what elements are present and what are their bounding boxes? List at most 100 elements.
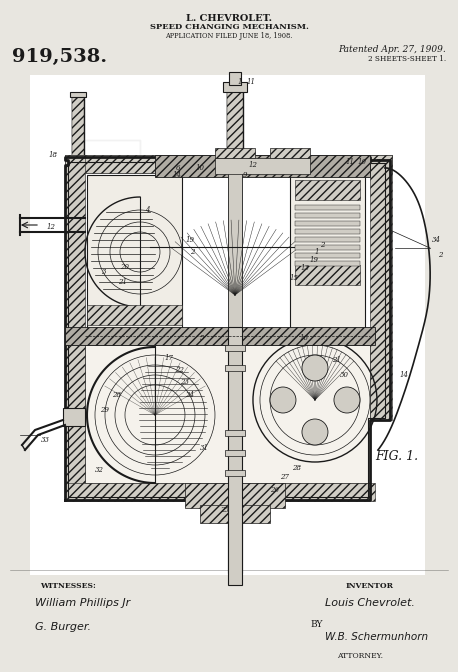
- Bar: [223, 82, 247, 92]
- Text: William Phillips Jr: William Phillips Jr: [35, 598, 130, 608]
- Text: 2: 2: [438, 251, 442, 259]
- Text: 2 SHEETS-SHEET 1.: 2 SHEETS-SHEET 1.: [368, 55, 446, 63]
- Bar: [270, 148, 310, 158]
- Circle shape: [270, 387, 296, 413]
- Bar: [155, 155, 370, 177]
- Text: SPEED CHANGING MECHANISM.: SPEED CHANGING MECHANISM.: [150, 23, 308, 31]
- Circle shape: [302, 355, 328, 381]
- Bar: [85, 345, 370, 483]
- Bar: [227, 85, 243, 160]
- Text: W.B. Schermunhorn: W.B. Schermunhorn: [325, 632, 428, 642]
- Text: 1: 1: [238, 78, 242, 86]
- Circle shape: [334, 387, 360, 413]
- Text: 15: 15: [290, 274, 299, 282]
- Text: 10: 10: [196, 164, 205, 172]
- Bar: [370, 155, 392, 173]
- Bar: [72, 95, 84, 160]
- Text: 7: 7: [375, 158, 380, 166]
- Bar: [228, 508, 242, 573]
- Text: 9: 9: [243, 171, 247, 179]
- Bar: [65, 327, 375, 345]
- Circle shape: [302, 419, 328, 445]
- Text: 18: 18: [49, 151, 58, 159]
- Text: 12: 12: [249, 161, 258, 169]
- Text: 21: 21: [332, 356, 341, 364]
- Text: 12: 12: [47, 223, 56, 231]
- Text: ATTORNEY.: ATTORNEY.: [337, 652, 383, 660]
- Text: Louis Chevrolet.: Louis Chevrolet.: [325, 598, 415, 608]
- Text: 17: 17: [165, 354, 174, 362]
- Bar: [70, 92, 86, 97]
- Text: 10: 10: [358, 158, 367, 166]
- Bar: [295, 213, 360, 218]
- Bar: [85, 173, 370, 483]
- Text: 33: 33: [41, 436, 50, 444]
- Text: BY: BY: [310, 620, 322, 629]
- Bar: [72, 95, 84, 160]
- Text: 27: 27: [280, 473, 289, 481]
- Bar: [200, 505, 270, 523]
- Text: APPLICATION FILED JUNE 18, 1908.: APPLICATION FILED JUNE 18, 1908.: [165, 32, 293, 40]
- Text: 16: 16: [300, 334, 309, 342]
- Text: WITNESSES:: WITNESSES:: [40, 582, 96, 590]
- Text: 14: 14: [400, 371, 409, 379]
- Bar: [290, 175, 365, 330]
- Bar: [215, 158, 310, 174]
- Bar: [225, 450, 245, 456]
- Bar: [225, 430, 245, 436]
- Bar: [87, 175, 182, 330]
- Bar: [225, 345, 245, 351]
- Text: 32: 32: [95, 466, 104, 474]
- Bar: [295, 253, 360, 258]
- Bar: [295, 221, 360, 226]
- Text: 21: 21: [118, 278, 127, 286]
- Text: 25: 25: [220, 506, 229, 514]
- Bar: [295, 265, 360, 285]
- Bar: [65, 155, 85, 330]
- Bar: [295, 245, 360, 250]
- Bar: [215, 148, 255, 158]
- Bar: [370, 155, 392, 420]
- Text: 919,538.: 919,538.: [12, 48, 107, 66]
- Text: 2: 2: [190, 248, 195, 256]
- Bar: [228, 327, 242, 585]
- Text: 19: 19: [310, 256, 319, 264]
- Text: FIG. 1.: FIG. 1.: [375, 450, 418, 463]
- Bar: [295, 237, 360, 242]
- Bar: [295, 180, 360, 200]
- Bar: [228, 155, 242, 330]
- Text: 5: 5: [200, 334, 204, 342]
- Bar: [65, 345, 85, 500]
- Text: G. Burger.: G. Burger.: [35, 622, 91, 632]
- Text: 34: 34: [432, 236, 441, 244]
- Text: 3: 3: [102, 268, 107, 276]
- Bar: [225, 470, 245, 476]
- Bar: [87, 305, 182, 325]
- Bar: [295, 229, 360, 234]
- Text: Patented Apr. 27, 1909.: Patented Apr. 27, 1909.: [338, 45, 446, 54]
- Text: 4: 4: [145, 206, 149, 214]
- Text: 11: 11: [247, 78, 256, 86]
- Bar: [63, 408, 85, 426]
- Text: 13: 13: [301, 264, 310, 272]
- Text: 2: 2: [320, 241, 324, 249]
- Bar: [227, 85, 243, 160]
- Bar: [65, 155, 375, 173]
- Bar: [295, 205, 360, 210]
- Bar: [65, 483, 375, 501]
- Bar: [230, 523, 240, 573]
- Text: 29: 29: [100, 406, 109, 414]
- Text: 22: 22: [175, 366, 184, 374]
- Bar: [30, 75, 425, 575]
- Text: 28: 28: [112, 391, 121, 399]
- Bar: [229, 72, 241, 85]
- Text: 1: 1: [315, 248, 320, 256]
- Text: 20: 20: [120, 263, 129, 271]
- Bar: [185, 483, 285, 508]
- Text: 14: 14: [173, 171, 182, 179]
- Text: 31: 31: [200, 444, 209, 452]
- Text: INVENTOR: INVENTOR: [346, 582, 394, 590]
- Text: L. CHEVROLET.: L. CHEVROLET.: [186, 14, 272, 23]
- Text: 11: 11: [346, 158, 355, 166]
- Bar: [225, 365, 245, 371]
